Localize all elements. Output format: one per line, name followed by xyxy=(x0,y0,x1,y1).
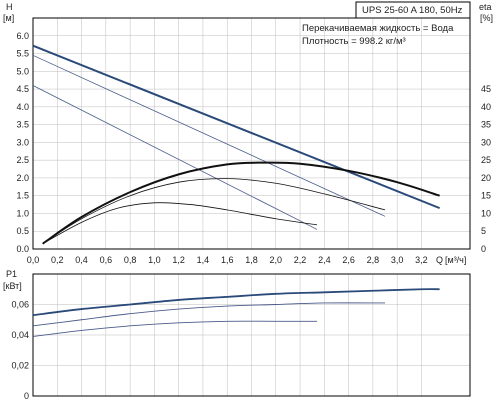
y2-tick-label: 5 xyxy=(481,226,486,236)
density-annotation: Плотность = 998.2 кг/м³ xyxy=(302,36,406,47)
y-axis-unit: [м] xyxy=(3,13,14,23)
efficiency-curve-3 xyxy=(42,161,440,245)
x-tick-label: 0,4 xyxy=(75,255,88,265)
efficiency-curve-5 xyxy=(42,202,318,245)
y-tick-label: 6.0 xyxy=(16,31,29,41)
y2-axis-label: eta xyxy=(479,2,492,12)
fluid-annotation: Перекачиваемая жидкость = Вода xyxy=(302,23,454,34)
x-tick-label: 1,2 xyxy=(172,255,185,265)
x-tick-label: 1,8 xyxy=(245,255,258,265)
head-curve-2 xyxy=(32,85,318,230)
x-tick-label: 0,8 xyxy=(124,255,137,265)
x-tick-label: 1,0 xyxy=(148,255,161,265)
y-tick-label: 5.5 xyxy=(16,49,29,59)
x-tick-label: 3,0 xyxy=(391,255,404,265)
head-chart-frame xyxy=(32,17,471,250)
y-tick-label: 1.5 xyxy=(16,191,29,201)
y-tick-label: 3.5 xyxy=(16,120,29,130)
x-axis-unit: [м³/ч] xyxy=(445,255,466,265)
y2-tick-label: 25 xyxy=(481,155,491,165)
x-tick-label: 1,6 xyxy=(221,255,234,265)
x-tick-label: 2,6 xyxy=(342,255,355,265)
y-tick-label: 4.0 xyxy=(16,102,29,112)
y-tick-label: 1.0 xyxy=(16,208,29,218)
head-chart-ticks: 0,0 0,2 0,4 0,6 0,8 1,0 1,2 1,4 1,6 1,8 2,0 2,2 2,4 2… xyxy=(16,31,491,265)
y2-tick-label: 45 xyxy=(481,84,491,94)
y2-tick-label: 15 xyxy=(481,191,491,201)
power-axis-unit: [кВт] xyxy=(3,281,22,291)
x-tick-label: 0,6 xyxy=(100,255,113,265)
power-curve-0 xyxy=(32,288,440,317)
head-chart-series xyxy=(32,44,441,245)
power-chart-grid xyxy=(32,274,470,397)
y2-tick-label: 30 xyxy=(481,137,491,147)
x-axis-label: Q xyxy=(436,255,443,265)
y2-tick-label: 40 xyxy=(481,102,491,112)
head-curve-1 xyxy=(32,54,386,217)
head-curve-0 xyxy=(32,44,441,210)
x-tick-label: 1,4 xyxy=(197,255,210,265)
x-tick-label: 0,0 xyxy=(27,255,40,265)
chart-title: UPS 25-60 A 180, 50Hz xyxy=(362,5,463,16)
y2-tick-label: 0 xyxy=(481,244,486,254)
power-y-tick-label: 0,06 xyxy=(11,300,29,310)
power-curve-2 xyxy=(32,320,318,337)
y2-tick-label: 35 xyxy=(481,120,491,130)
x-tick-label: 3,2 xyxy=(415,255,428,265)
power-chart-ticks: 0 0,02 0,04 0,06 xyxy=(11,300,29,400)
y-tick-label: 5.0 xyxy=(16,66,29,76)
y-tick-label: 2.5 xyxy=(16,155,29,165)
power-y-tick-label: 0,04 xyxy=(11,330,29,340)
efficiency-curve-4 xyxy=(42,178,386,245)
y-tick-label: 0.0 xyxy=(16,244,29,254)
power-y-tick-label: 0 xyxy=(24,391,29,400)
x-tick-label: 2,0 xyxy=(270,255,283,265)
power-axis-label: P1 xyxy=(6,269,17,279)
x-tick-label: 0,2 xyxy=(51,255,64,265)
y-axis-label: H xyxy=(6,2,13,12)
y2-tick-label: 20 xyxy=(481,173,491,183)
y-tick-label: 3.0 xyxy=(16,137,29,147)
chart-title-box xyxy=(355,1,471,19)
power-chart-frame xyxy=(32,273,471,397)
y-tick-label: 0.5 xyxy=(16,226,29,236)
y-tick-label: 4.5 xyxy=(16,84,29,94)
y2-tick-label: 10 xyxy=(481,208,491,218)
y2-axis-unit: [%] xyxy=(480,13,493,23)
x-tick-label: 2,2 xyxy=(294,255,307,265)
power-y-tick-label: 0,02 xyxy=(11,361,29,371)
power-curve-1 xyxy=(32,302,386,327)
y-tick-label: 2.0 xyxy=(16,173,29,183)
power-chart-series xyxy=(32,288,440,337)
x-tick-label: 2,4 xyxy=(318,255,331,265)
x-tick-label: 2,8 xyxy=(367,255,380,265)
